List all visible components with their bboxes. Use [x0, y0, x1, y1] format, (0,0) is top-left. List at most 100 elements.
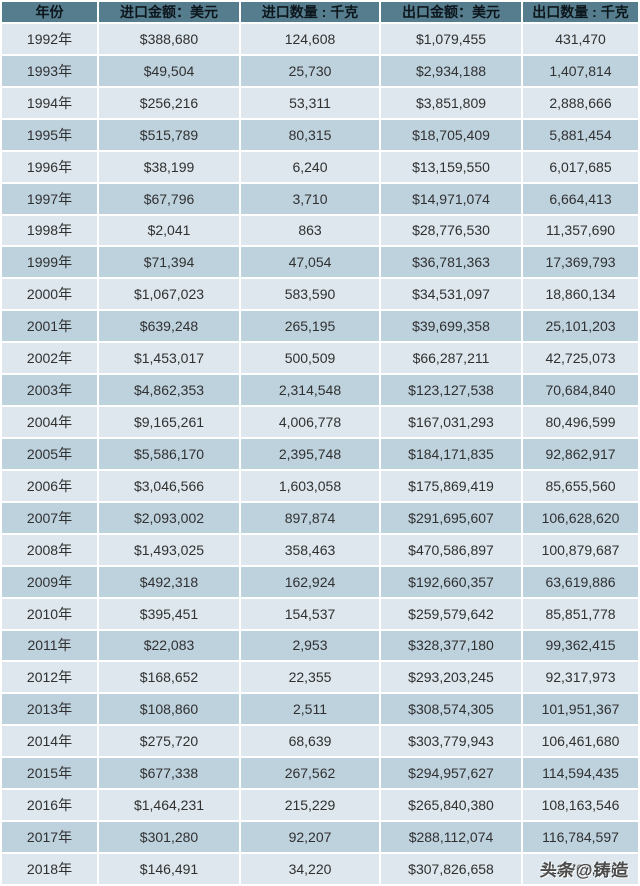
table-row: 2010年 $395,451 154,537 $259,579,642 85,851,7… [2, 598, 638, 629]
table-cell: 215,229 [241, 790, 379, 821]
table-cell: 2,314,548 [241, 375, 379, 406]
table-cell: 99,362,415 [523, 630, 638, 661]
table-cell: $9,165,261 [99, 407, 239, 437]
table-cell: $34,531,097 [381, 279, 521, 310]
table-cell: $1,079,455 [381, 24, 521, 54]
table-cell: $71,394 [99, 247, 239, 278]
table-cell: $639,248 [99, 311, 239, 342]
table-cell: 92,317,973 [523, 662, 638, 693]
table-cell: 47,054 [241, 247, 379, 278]
table-row: 2004年 $9,165,261 4,006,778 $167,031,293 80,4… [2, 407, 638, 437]
table-cell: $1,493,025 [99, 534, 239, 565]
table-cell: 1999年 [2, 247, 97, 278]
table-cell: 583,590 [241, 279, 379, 310]
table-cell: 2006年 [2, 470, 97, 501]
table-cell: 2012年 [2, 662, 97, 693]
table-row: 1993年 $49,504 25,730 $2,934,188 1,407,814 [2, 55, 638, 86]
table-row: 1994年 $256,216 53,311 $3,851,809 2,888,666 [2, 87, 638, 118]
table-row: 2017年 $301,280 92,207 $288,112,074 116,784,5… [2, 822, 638, 852]
table-cell: $259,579,642 [381, 598, 521, 629]
table-cell: $38,199 [99, 151, 239, 182]
table-row: 1996年 $38,199 6,240 $13,159,550 6,017,685 [2, 151, 638, 182]
table-cell: 2013年 [2, 694, 97, 725]
table-cell: 2001年 [2, 311, 97, 342]
table-cell: 25,730 [241, 55, 379, 86]
table-row: 2011年 $22,083 2,953 $328,377,180 99,362,415 [2, 630, 638, 661]
table-cell: 1996年 [2, 151, 97, 182]
table-cell: $13,159,550 [381, 151, 521, 182]
table-row: 1998年 $2,041 863 $28,776,530 11,357,690 [2, 215, 638, 246]
table-cell: $2,093,002 [99, 502, 239, 533]
table-body: 1992年 $388,680 124,608 $1,079,455 431,470 199… [2, 24, 638, 884]
table-cell: $515,789 [99, 119, 239, 150]
table-cell: 358,463 [241, 534, 379, 565]
table-cell: $22,083 [99, 630, 239, 661]
table-row: 1999年 $71,394 47,054 $36,781,363 17,369,793 [2, 247, 638, 278]
table-cell: $307,826,658 [381, 853, 521, 884]
table-cell: 2009年 [2, 566, 97, 597]
table-cell: 80,315 [241, 119, 379, 150]
col-header-year: 年份 [2, 2, 97, 22]
table-cell: 2010年 [2, 598, 97, 629]
table-cell: $192,660,357 [381, 566, 521, 597]
table-cell: 2008年 [2, 534, 97, 565]
table-cell: $1,464,231 [99, 790, 239, 821]
table-cell: 2,953 [241, 630, 379, 661]
table-cell: 85,851,778 [523, 598, 638, 629]
table-cell: 2007年 [2, 502, 97, 533]
table-cell: 80,496,599 [523, 407, 638, 437]
table-cell: 2014年 [2, 726, 97, 757]
table-cell: 63,619,886 [523, 566, 638, 597]
table-cell: 2018年 [2, 853, 97, 884]
table-cell: 68,639 [241, 726, 379, 757]
table-cell: 1,603,058 [241, 470, 379, 501]
table-cell: $470,586,897 [381, 534, 521, 565]
table-cell: 2016年 [2, 790, 97, 821]
table-cell: 863 [241, 215, 379, 246]
table-cell: 2,395,748 [241, 438, 379, 469]
table-cell: 1,407,814 [523, 55, 638, 86]
table-cell: $492,318 [99, 566, 239, 597]
table-cell: 154,537 [241, 598, 379, 629]
table-row: 2001年 $639,248 265,195 $39,699,358 25,101,20… [2, 311, 638, 342]
table-cell: 1993年 [2, 55, 97, 86]
table-cell: $294,957,627 [381, 758, 521, 789]
table-cell: 3,710 [241, 183, 379, 214]
table-cell: 106,628,620 [523, 502, 638, 533]
table-cell: $308,574,305 [381, 694, 521, 725]
table-cell: $677,338 [99, 758, 239, 789]
table-cell: 267,562 [241, 758, 379, 789]
table-cell: 2017年 [2, 822, 97, 852]
table-cell: 1995年 [2, 119, 97, 150]
table-cell: $256,216 [99, 87, 239, 118]
table-row: 2014年 $275,720 68,639 $303,779,943 106,461,6… [2, 726, 638, 757]
table-cell: $288,112,074 [381, 822, 521, 852]
table-cell: 92,207 [241, 822, 379, 852]
header-row: 年份 进口金额：美元 进口数量 : 千克 出口金额：美元 出口数量 : 千克 [2, 2, 638, 22]
table-cell: $175,869,419 [381, 470, 521, 501]
table-cell: $275,720 [99, 726, 239, 757]
table-cell: $1,067,023 [99, 279, 239, 310]
table-cell: 2002年 [2, 343, 97, 374]
table-cell: 1992年 [2, 24, 97, 54]
table-cell: $184,171,835 [381, 438, 521, 469]
table-cell: 108,163,546 [523, 790, 638, 821]
col-header-export-qty: 出口数量 : 千克 [523, 2, 638, 22]
table-cell: $39,699,358 [381, 311, 521, 342]
table-cell: 2,511 [241, 694, 379, 725]
table-cell: 1997年 [2, 183, 97, 214]
table-cell: 70,684,840 [523, 375, 638, 406]
table-cell: $2,934,188 [381, 55, 521, 86]
col-header-import-amount: 进口金额：美元 [99, 2, 239, 22]
table-cell: 6,664,413 [523, 183, 638, 214]
table-cell: $28,776,530 [381, 215, 521, 246]
table-cell: 11,357,690 [523, 215, 638, 246]
table-cell: 85,655,560 [523, 470, 638, 501]
table-cell: 2011年 [2, 630, 97, 661]
table-cell: $146,491 [99, 853, 239, 884]
table-cell: 500,509 [241, 343, 379, 374]
table-cell: 2003年 [2, 375, 97, 406]
table-row: 2013年 $108,860 2,511 $308,574,305 101,951,36… [2, 694, 638, 725]
